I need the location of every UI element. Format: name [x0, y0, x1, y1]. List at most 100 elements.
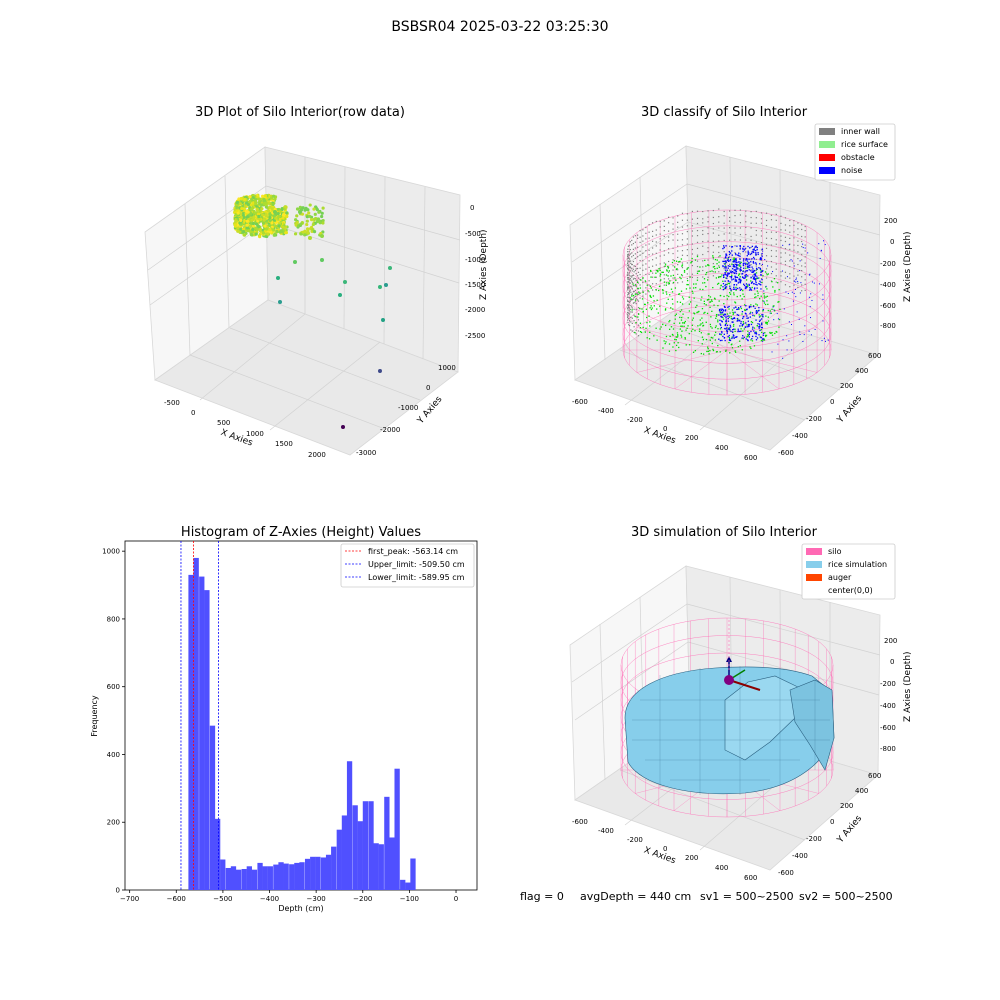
inner-wall-point [801, 284, 803, 286]
rice-surface-point [720, 285, 722, 287]
raw-cloud-point [317, 210, 321, 214]
inner-wall-point [632, 254, 635, 257]
inner-wall-point [775, 263, 777, 265]
rice-surface-point [707, 347, 709, 350]
rice-surface-point [681, 265, 683, 267]
inner-wall-point [633, 285, 635, 287]
inner-wall-point [718, 216, 720, 218]
inner-wall-point [651, 240, 654, 242]
inner-wall-point [667, 252, 670, 254]
inner-wall-point [627, 300, 629, 303]
inner-wall-point [627, 304, 629, 306]
inner-wall-point [765, 237, 768, 239]
rice-surface-point [747, 333, 749, 336]
inner-wall-point [633, 319, 635, 322]
noise-point [722, 274, 725, 277]
inner-wall-point [770, 237, 773, 240]
noise-point [722, 265, 724, 267]
raw-outlier-point [320, 258, 324, 262]
rice-surface-point [703, 312, 705, 314]
noise-point [728, 250, 730, 253]
rice-surface-point [706, 346, 709, 348]
inner-wall-point [775, 255, 777, 258]
inner-wall-point [632, 260, 635, 263]
noise-point [754, 278, 756, 281]
raw-outlier-point [384, 283, 388, 287]
legend-label-center: center(0,0) [828, 586, 873, 595]
inner-wall-point [659, 263, 661, 265]
rice-surface-point [710, 336, 713, 339]
inner-wall-point [632, 298, 635, 300]
noise-point [751, 271, 753, 273]
classify-y-tick: -400 [792, 432, 808, 440]
inner-wall-point [633, 290, 635, 293]
raw-cloud-point [267, 223, 271, 228]
noise-point [730, 277, 733, 279]
rice-surface-point [666, 302, 668, 304]
noise-point [812, 281, 814, 283]
noise-point [728, 305, 730, 308]
rice-surface-point [642, 326, 644, 329]
inner-wall-point [728, 239, 731, 241]
rice-surface-point [719, 311, 721, 313]
inner-wall-point [630, 321, 632, 323]
rice-surface-point [688, 296, 690, 298]
rice-surface-point [702, 324, 705, 327]
inner-wall-point [655, 257, 657, 259]
inner-wall-point [672, 247, 674, 249]
inner-wall-point [723, 210, 725, 213]
noise-point [754, 246, 756, 248]
inner-wall-point [648, 280, 650, 282]
classify-y-tick: 600 [868, 352, 881, 360]
rice-surface-point [660, 279, 662, 281]
rice-surface-point [765, 296, 767, 298]
rice-surface-point [678, 346, 680, 349]
raw-y-tick: 0 [426, 384, 430, 392]
noise-point [743, 336, 745, 338]
noise-point [752, 326, 754, 328]
rice-surface-point [716, 263, 718, 265]
inner-wall-point [728, 227, 731, 229]
histogram-x-label: Depth (cm) [278, 904, 323, 913]
noise-point [755, 335, 757, 338]
histogram-bar [394, 768, 400, 890]
rice-surface-point [691, 290, 693, 292]
noise-point [734, 269, 736, 271]
rice-surface-point [678, 293, 681, 295]
rice-surface-point [695, 306, 697, 308]
inner-wall-point [627, 314, 629, 317]
inner-wall-point [723, 222, 725, 224]
noise-point [735, 288, 737, 290]
noise-point [744, 263, 747, 265]
noise-point [759, 257, 761, 260]
inner-wall-point [631, 281, 633, 284]
rice-surface-point [698, 270, 700, 272]
noise-point [755, 262, 757, 264]
inner-wall-point [637, 299, 639, 301]
raw-cloud-point [245, 226, 249, 230]
rice-surface-point [668, 270, 671, 272]
inner-wall-point [775, 250, 777, 252]
inner-wall-point [745, 221, 747, 223]
histogram-y-tick-label: 400 [107, 751, 120, 759]
noise-point [761, 326, 763, 329]
inner-wall-point [634, 301, 636, 303]
inner-wall-point [702, 233, 704, 236]
noise-point [755, 339, 758, 341]
inner-wall-point [755, 217, 757, 219]
rice-surface-point [679, 260, 681, 263]
histogram-bar [400, 879, 406, 890]
noise-point [738, 252, 740, 254]
rice-surface-point [689, 344, 691, 346]
simulation-y-tick: 600 [868, 772, 881, 780]
rice-surface-point [713, 265, 716, 268]
raw-outlier-point [278, 300, 282, 304]
raw-cloud-point [295, 207, 300, 211]
rice-surface-point [763, 339, 766, 341]
noise-point [723, 305, 726, 308]
rice-surface-point [712, 255, 714, 257]
histogram-bar [283, 863, 289, 890]
raw-cloud-point [268, 205, 272, 209]
noise-point [729, 287, 732, 290]
noise-point [755, 332, 758, 334]
